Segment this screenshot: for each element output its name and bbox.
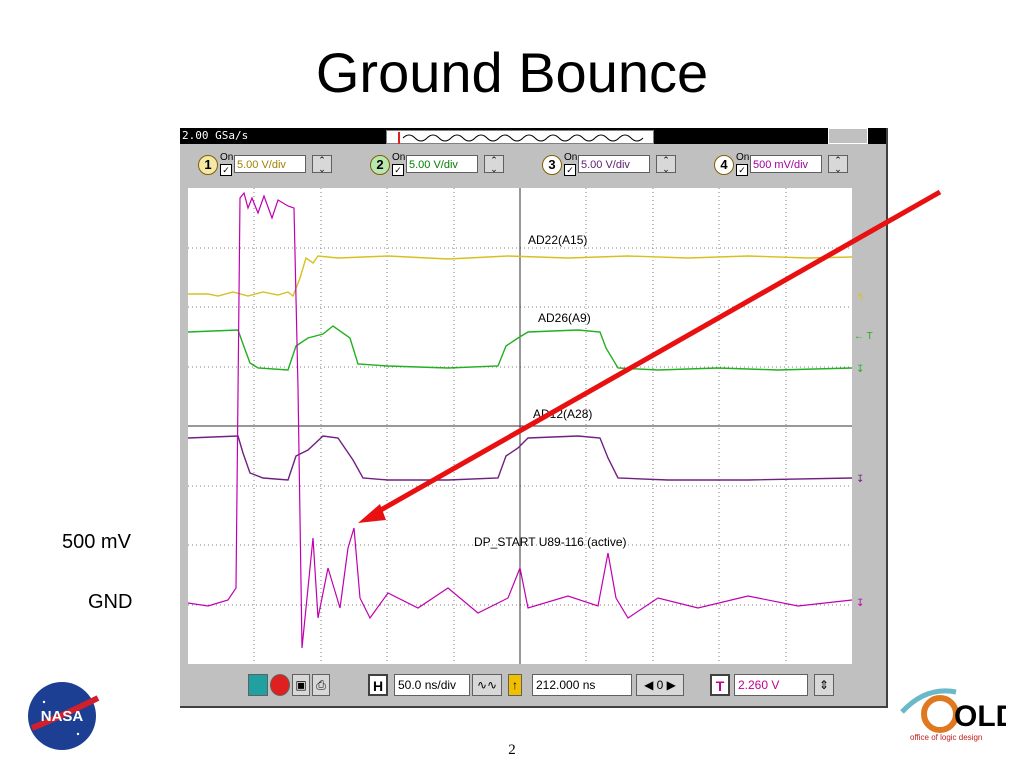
ground-marker-1-icon[interactable]: ↰ [856,292,865,303]
window-controls[interactable] [828,128,868,144]
ground-marker-2-icon[interactable]: ↧ [856,364,865,375]
scope-status-bar: 2.00 GSa/s [180,128,886,144]
trigger-level-field[interactable]: 2.260 V [734,674,808,696]
nasa-logo-text: NASA [41,708,84,725]
waveform-display[interactable]: AD22(A15) AD26(A9) AD12(A28) DP_START U8… [187,188,853,664]
trigger-button[interactable]: T [710,674,730,696]
oscilloscope-window: 2.00 GSa/s 1 On ✓ 5.00 V/div ⌃ ⌄ 2 On ✓ 5… [180,128,888,708]
channel-1-scale-stepper[interactable]: ⌃ ⌄ [312,155,332,174]
stop-button[interactable] [270,674,290,696]
ground-marker-3-icon[interactable]: ↧ [856,474,865,485]
channel-2-number[interactable]: 2 [370,155,390,175]
trace-label-ch2: AD26(A9) [538,311,591,325]
print-icon[interactable]: ⎙ [312,674,330,696]
old-logo: OLD office of logic design [896,678,1017,748]
run-button[interactable] [248,674,268,696]
channel-4-on-label: On [736,152,750,163]
channel-3-scale[interactable]: 5.00 V/div [578,155,650,173]
channel-4-scale[interactable]: 500 mV/div [750,155,822,173]
horizontal-button[interactable]: H [368,674,388,696]
channel-toolbar: 1 On ✓ 5.00 V/div ⌃ ⌄ 2 On ✓ 5.00 V/div ⌃… [180,145,886,185]
channel-4-scale-stepper[interactable]: ⌃ ⌄ [828,155,848,174]
old-logo-icon: OLD office of logic design [900,688,1017,742]
channel-2-on-label: On [392,152,406,163]
channel-4-on-checkbox[interactable]: ✓ [736,164,748,176]
channel-3-scale-stepper[interactable]: ⌃ ⌄ [656,155,676,174]
channel-4-control: 4 On ✓ 500 mV/div ⌃ ⌄ [714,152,854,179]
time-per-div-field[interactable]: 50.0 ns/div [394,674,470,696]
channel-1-on-label: On [220,152,234,163]
delay-nav-buttons[interactable]: ◀ 0 ▶ [636,674,684,696]
slide-title: Ground Bounce [315,41,709,104]
old-logo-caption: office of logic design [910,733,982,742]
channel-3-number[interactable]: 3 [542,155,562,175]
channel-2-scale-stepper[interactable]: ⌃ ⌄ [484,155,504,174]
old-logo-text: OLD [954,700,1006,733]
trigger-level-stepper[interactable]: ⇕ [814,674,834,696]
delay-reference-icon[interactable]: ↑ [508,674,522,696]
trace-label-ch1: AD22(A15) [528,233,587,247]
channel-3-on-checkbox[interactable]: ✓ [564,164,576,176]
ground-marker-4-icon[interactable]: ↧ [856,598,865,609]
label-gnd: GND [88,591,133,613]
channel-2-control: 2 On ✓ 5.00 V/div ⌃ ⌄ [370,152,510,179]
delay-position-field[interactable]: 212.000 ns [532,674,632,696]
waveform-graticule: AD22(A15) AD26(A9) AD12(A28) DP_START U8… [187,188,853,664]
save-waveform-icon[interactable]: ▣ [292,674,310,696]
sample-rate: 2.00 GSa/s [182,129,249,142]
trace-label-ch4: DP_START U89-116 (active) [474,535,627,549]
channel-1-scale[interactable]: 5.00 V/div [234,155,306,173]
nasa-logo: NASA [22,676,102,756]
channel-2-scale[interactable]: 5.00 V/div [406,155,478,173]
channel-3-on-label: On [564,152,578,163]
page-number: 2 [508,742,516,758]
time-stepper[interactable]: ∿∿ [472,674,502,696]
channel-1-on-checkbox[interactable]: ✓ [220,164,232,176]
trigger-level-marker[interactable]: ← T [854,331,873,342]
sweep-wave-icon [398,132,644,144]
channel-2-on-checkbox[interactable]: ✓ [392,164,404,176]
channel-1-control: 1 On ✓ 5.00 V/div ⌃ ⌄ [198,152,338,179]
horizontal-toolbar: ▣ ⎙ H 50.0 ns/div ∿∿ ↑ 212.000 ns ◀ 0 ▶ … [180,668,886,704]
channel-1-number[interactable]: 1 [198,155,218,175]
channel-3-control: 3 On ✓ 5.00 V/div ⌃ ⌄ [542,152,682,179]
acquisition-sweep-indicator [386,130,654,144]
channel-ground-markers: ↰ ← T ↧ ↧ ↧ [852,188,886,664]
label-500mv: 500 mV [62,531,131,553]
delay-zero-button[interactable]: 0 [656,678,664,692]
nasa-meatball-icon: NASA [28,682,100,750]
channel-4-number[interactable]: 4 [714,155,734,175]
